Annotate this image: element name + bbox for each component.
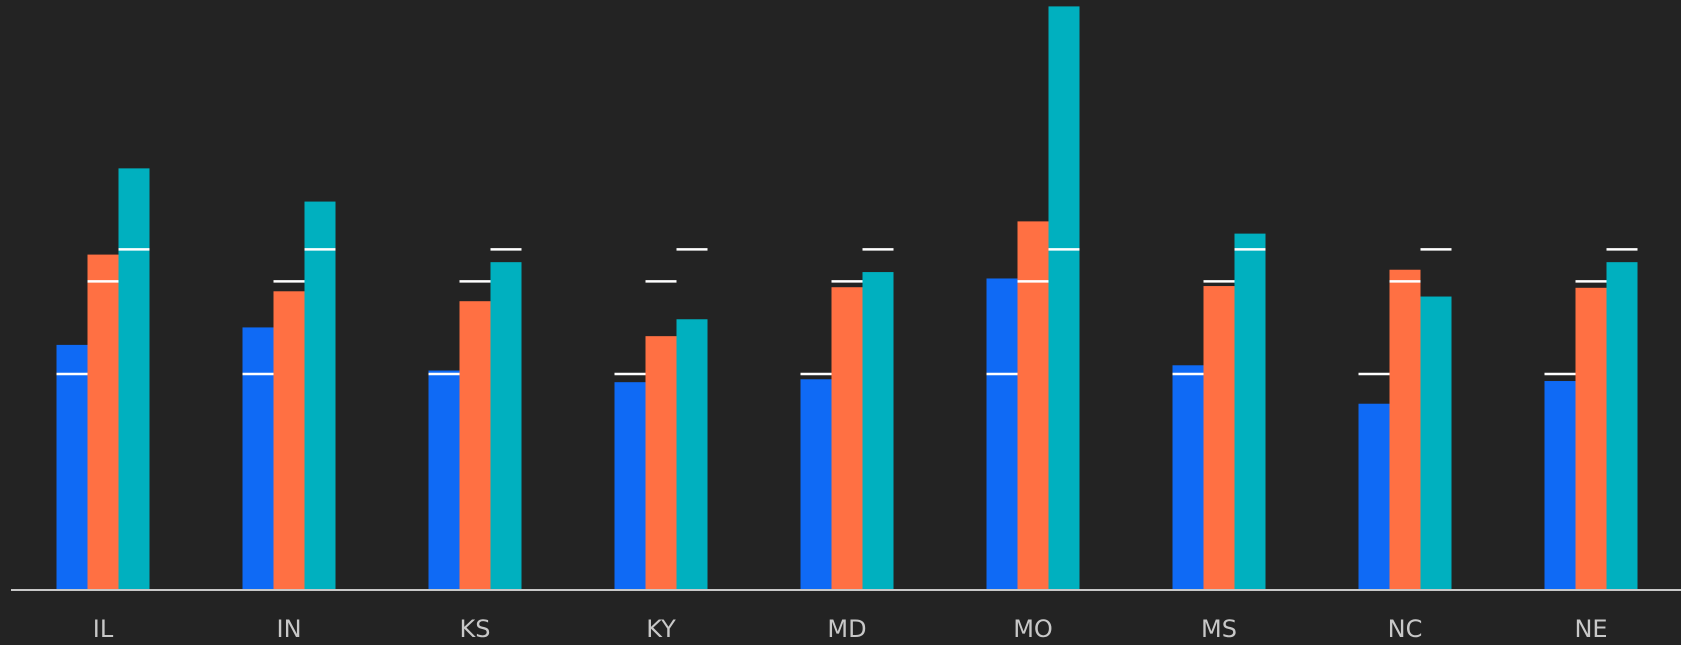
bar [1389, 269, 1421, 589]
bar [1575, 287, 1607, 589]
bar [490, 262, 522, 589]
bar [1234, 233, 1266, 589]
x-tick-label: NE [1574, 615, 1607, 643]
x-tick-label: NC [1388, 615, 1423, 643]
x-tick-label: MS [1201, 615, 1237, 643]
bar [831, 287, 863, 589]
x-tick-label: KS [460, 615, 491, 643]
bar [614, 382, 646, 589]
bar [1172, 365, 1204, 589]
bar [242, 327, 274, 589]
bar [1358, 403, 1390, 589]
x-tick-label: MO [1013, 615, 1053, 643]
x-tick-label: IN [276, 615, 301, 643]
bar [1606, 262, 1638, 589]
bar [118, 168, 150, 589]
bar [1017, 221, 1049, 589]
bar [800, 379, 832, 589]
bar [676, 319, 708, 589]
bar [87, 254, 119, 590]
bar [304, 201, 336, 590]
bar [459, 301, 491, 589]
bar [1048, 6, 1080, 589]
bar [428, 370, 460, 589]
bar [1544, 381, 1576, 589]
x-tick-label: KY [646, 615, 676, 643]
bar [273, 291, 305, 589]
bar [986, 278, 1018, 589]
x-tick-label: IL [93, 615, 114, 643]
bar [1420, 296, 1452, 589]
bar [56, 344, 88, 589]
bar [645, 336, 677, 589]
bar [1203, 286, 1235, 589]
bar [862, 272, 894, 589]
x-tick-label: MD [827, 615, 866, 643]
